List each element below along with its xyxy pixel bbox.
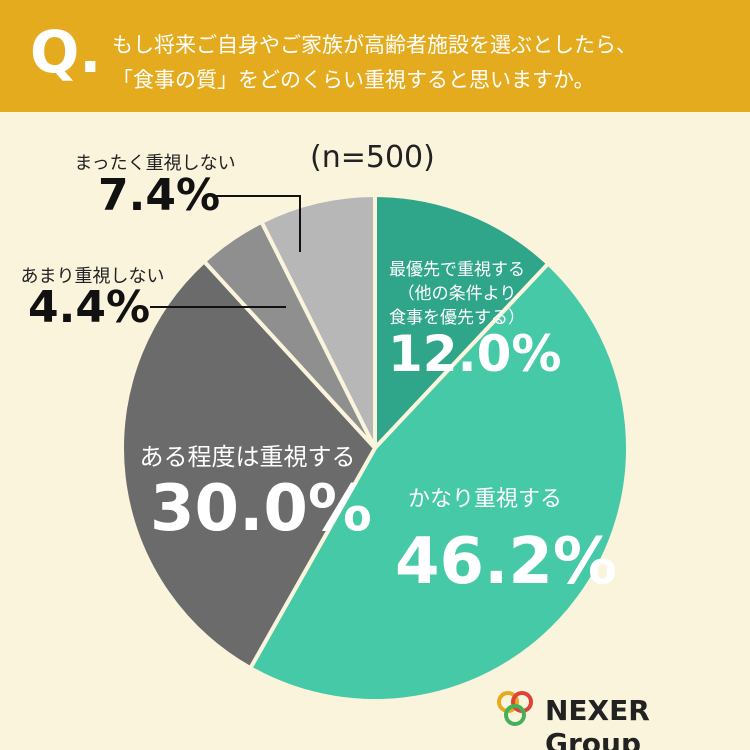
pie-slice (247, 260, 630, 703)
header-bar (0, 0, 750, 112)
sample-size: (n=500) (310, 140, 435, 175)
question-mark: Q. (30, 18, 102, 86)
value-label: 12.0% (388, 325, 562, 383)
value-label: 7.4% (98, 170, 221, 221)
logo-icon (497, 691, 533, 726)
value-label: 30.0% (150, 472, 373, 546)
logo: NEXER Group (545, 694, 650, 750)
category-label: かなり重視する (407, 487, 562, 512)
value-label: 46.2% (395, 525, 618, 599)
leader-line (215, 195, 301, 252)
category-label: ある程度は重視する (139, 443, 356, 471)
value-label: 4.4% (28, 282, 151, 333)
category-label: 最優先で重視する （他の条件より 食事を優先する） (389, 260, 525, 328)
category-label: まったく重視しない (74, 153, 236, 174)
pie-slice (373, 192, 552, 454)
pie-slice (120, 258, 378, 671)
category-label: あまり重視しない (20, 266, 165, 287)
question-title: もし将来ご自身やご家族が高齢者施設を選ぶとしたら、 「食事の質」をどのくらい重視… (112, 33, 637, 92)
pie-slice (258, 192, 377, 449)
